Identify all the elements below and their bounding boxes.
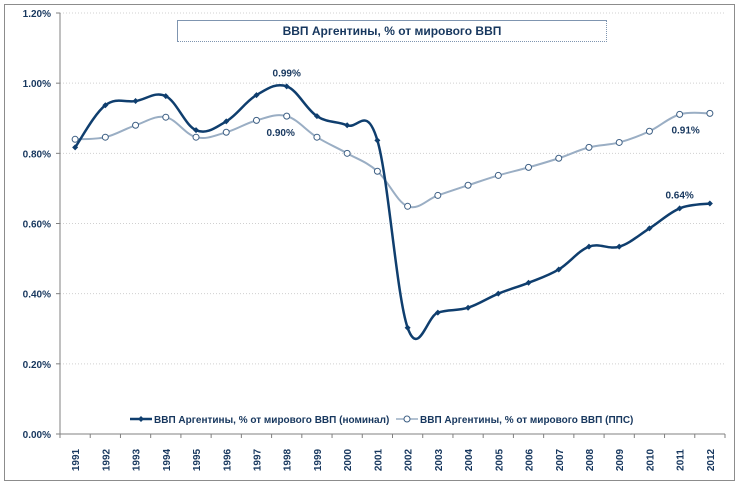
data-point-ppp — [373, 167, 381, 175]
data-point-ppp — [192, 133, 200, 141]
series-line-ppp — [75, 111, 710, 209]
x-tick-label: 1992 — [101, 448, 112, 471]
data-point-ppp — [71, 135, 79, 143]
chart-title: ВВП Аргентины, % от мирового ВВП — [177, 20, 607, 42]
legend: ВВП Аргентины, % от мирового ВВП (номина… — [130, 415, 633, 426]
x-tick-label: 1994 — [162, 448, 173, 471]
data-point-nominal — [193, 127, 200, 134]
y-axis-ticks: 0.00% 0.20% 0.40% 0.60% 0.80% 1.00% 1.20% — [23, 9, 51, 441]
data-point-nominal — [555, 266, 562, 273]
data-point-ppp — [464, 181, 472, 189]
x-tick-label: 2004 — [464, 448, 475, 471]
data-point-ppp — [555, 154, 563, 162]
data-label: 0.90% — [267, 128, 295, 139]
data-point-nominal — [525, 279, 532, 286]
data-point-ppp — [132, 121, 140, 129]
data-point-ppp — [615, 138, 623, 146]
data-point-ppp — [162, 113, 170, 121]
chart-frame — [4, 4, 735, 481]
data-point-nominal — [253, 92, 260, 99]
y-tick-label: 0.80% — [23, 149, 51, 160]
y-tick-label: 0.00% — [23, 430, 51, 441]
x-tick-label: 2006 — [525, 448, 536, 471]
legend-label-nominal: ВВП Аргентины, % от мирового ВВП (номина… — [154, 415, 389, 426]
data-point-ppp — [585, 143, 593, 151]
data-point-nominal — [72, 144, 79, 151]
data-point-ppp — [252, 116, 260, 124]
data-point-nominal — [132, 98, 139, 105]
data-labels: 0.99% 0.90% 0.64% 0.91% — [267, 68, 700, 201]
data-point-ppp — [343, 149, 351, 157]
data-point-nominal — [374, 137, 381, 144]
x-tick-label: 2002 — [404, 448, 415, 471]
data-point-nominal — [676, 205, 683, 212]
data-point-nominal — [585, 243, 592, 250]
data-label: 0.91% — [671, 125, 699, 136]
series-line-nominal — [74, 83, 711, 341]
y-tick-label: 0.20% — [23, 360, 51, 371]
x-tick-label: 2009 — [615, 448, 626, 471]
x-tick-label: 1995 — [192, 448, 203, 471]
x-tick-label: 2003 — [434, 448, 445, 471]
y-tick-label: 0.40% — [23, 290, 51, 301]
x-tick-label: 1991 — [71, 448, 82, 471]
x-tick-label: 1993 — [132, 448, 143, 471]
x-tick-label: 1999 — [313, 448, 324, 471]
data-point-nominal — [706, 200, 713, 207]
axes — [56, 12, 726, 438]
series-markers — [71, 83, 714, 331]
data-point-ppp — [222, 128, 230, 136]
data-point-nominal — [465, 304, 472, 311]
legend-marker-nominal — [138, 416, 144, 422]
series-lines — [74, 83, 711, 341]
x-tick-label: 1996 — [222, 448, 233, 471]
data-point-nominal — [646, 225, 653, 232]
x-tick-label: 2010 — [645, 448, 656, 471]
data-point-ppp — [525, 163, 533, 171]
x-tick-label: 2007 — [555, 448, 566, 471]
y-tick-label: 1.20% — [23, 9, 51, 20]
data-point-nominal — [434, 309, 441, 316]
data-point-ppp — [706, 109, 714, 117]
gridlines — [60, 12, 725, 365]
data-point-ppp — [494, 171, 502, 179]
data-label: 0.64% — [665, 190, 693, 201]
x-tick-label: 2012 — [706, 448, 717, 471]
data-point-nominal — [162, 93, 169, 100]
data-label: 0.99% — [273, 68, 301, 79]
data-point-nominal — [616, 243, 623, 250]
x-tick-label: 2005 — [494, 448, 505, 471]
data-point-nominal — [313, 113, 320, 120]
data-point-ppp — [313, 133, 321, 141]
data-point-ppp — [434, 191, 442, 199]
y-tick-label: 0.60% — [23, 220, 51, 231]
data-point-ppp — [101, 133, 109, 141]
x-tick-label: 2001 — [373, 448, 384, 471]
x-tick-label: 1997 — [252, 448, 263, 471]
x-tick-label: 2008 — [585, 448, 596, 471]
data-point-ppp — [645, 127, 653, 135]
x-axis-ticks: 1991 1992 1993 1994 1995 1996 1997 1998 1999 2000… — [71, 448, 717, 471]
x-tick-label: 1998 — [283, 448, 294, 471]
x-tick-label: 2000 — [343, 448, 354, 471]
data-point-nominal — [283, 83, 290, 90]
legend-marker-ppp — [403, 415, 411, 423]
y-tick-label: 1.00% — [23, 79, 51, 90]
data-point-ppp — [404, 202, 412, 210]
legend-label-ppp: ВВП Аргентины, % от мирового ВВП (ППС) — [420, 415, 633, 426]
data-point-nominal — [223, 118, 230, 125]
x-tick-label: 2011 — [676, 449, 687, 471]
data-point-ppp — [283, 112, 291, 120]
data-point-ppp — [676, 110, 684, 118]
data-point-nominal — [102, 102, 109, 109]
data-point-nominal — [495, 290, 502, 297]
data-point-nominal — [404, 324, 411, 331]
data-point-nominal — [344, 122, 351, 129]
